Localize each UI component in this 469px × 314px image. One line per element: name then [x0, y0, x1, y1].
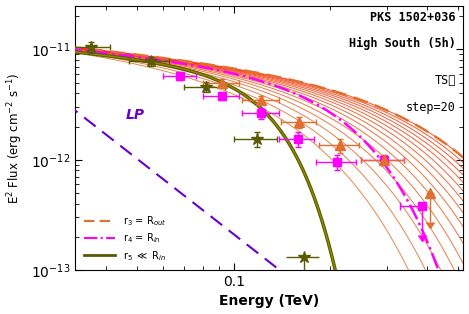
- X-axis label: Energy (TeV): Energy (TeV): [219, 295, 319, 308]
- Text: TS㸐: TS㸐: [434, 74, 456, 87]
- Text: LP: LP: [126, 108, 144, 122]
- Legend: r$_3$ = R$_{out}$, r$_4$ = R$_{in}$, r$_5$ $\ll$ R$_{in}$: r$_3$ = R$_{out}$, r$_4$ = R$_{in}$, r$_…: [84, 214, 166, 263]
- Text: PKS 1502+036: PKS 1502+036: [370, 11, 456, 24]
- Text: step=20: step=20: [406, 101, 456, 114]
- Text: High South (5h): High South (5h): [349, 37, 456, 50]
- Y-axis label: E$^2$ Flux (erg cm$^{-2}$ s$^{-1}$): E$^2$ Flux (erg cm$^{-2}$ s$^{-1}$): [6, 72, 25, 203]
